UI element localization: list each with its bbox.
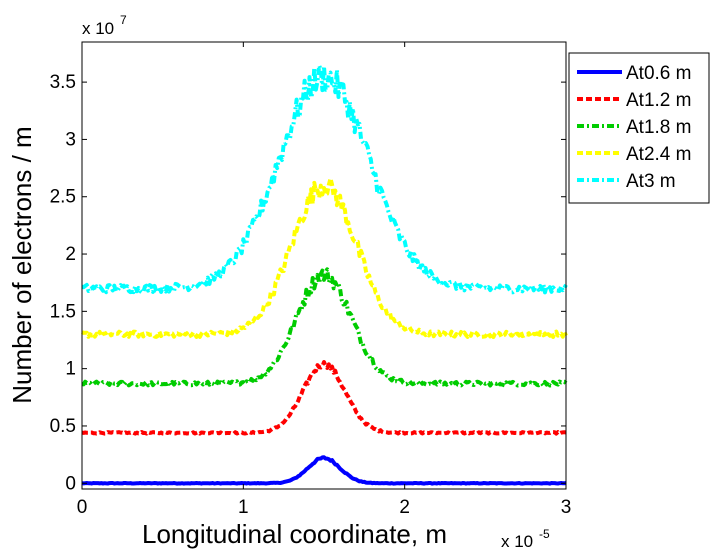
y-tick-label: 1.5 [50,301,76,322]
y-multiplier-exponent: 7 [120,13,127,27]
y-tick-label: 0.5 [50,416,76,437]
legend-label: At1.2 m [626,90,691,111]
y-tick-label: 3 [65,129,76,150]
series-line-1 [81,455,567,486]
legend: At0.6 m At1.2 m At1.8 m At2.4 m At3 m [568,52,710,204]
legend-label: At2.4 m [626,144,691,165]
plot-area [82,42,566,489]
x-tick-label: 1 [238,497,249,518]
y-tick-label: 3.5 [50,72,76,93]
x-tick-label: 3 [561,497,572,518]
y-multiplier-base: x 10 [82,19,114,38]
y-tick-label: 2.5 [50,187,76,208]
x-tick-label: 0 [77,497,88,518]
ticks-layer: 0 1 2 3 0 0.5 1 1.5 2 2.5 3 3.5 [50,42,572,518]
series-layer [81,63,568,486]
x-axis-title: Longitudinal coordinate, m [142,519,447,549]
x-multiplier-base: x 10 [501,532,533,550]
x-multiplier-exponent: -5 [539,527,550,541]
series-line-3 [81,267,568,388]
legend-label: At1.8 m [626,117,691,138]
legend-label: At3 m [626,171,676,192]
y-tick-label: 1 [65,359,76,380]
legend-items: At0.6 m At1.2 m At1.8 m At2.4 m At3 m [577,63,691,192]
series-line-5 [81,63,568,295]
series-line-2 [81,360,567,436]
series-line-4 [81,176,568,340]
legend-label: At0.6 m [626,63,691,84]
y-tick-label: 0 [65,473,76,494]
y-multiplier: x 10 7 [82,13,127,38]
y-axis-title: Number of electrons / m [7,126,37,403]
plot-frame [81,41,567,490]
x-multiplier: x 10 -5 [501,527,550,550]
x-tick-label: 2 [399,497,410,518]
y-tick-label: 2 [65,244,76,265]
